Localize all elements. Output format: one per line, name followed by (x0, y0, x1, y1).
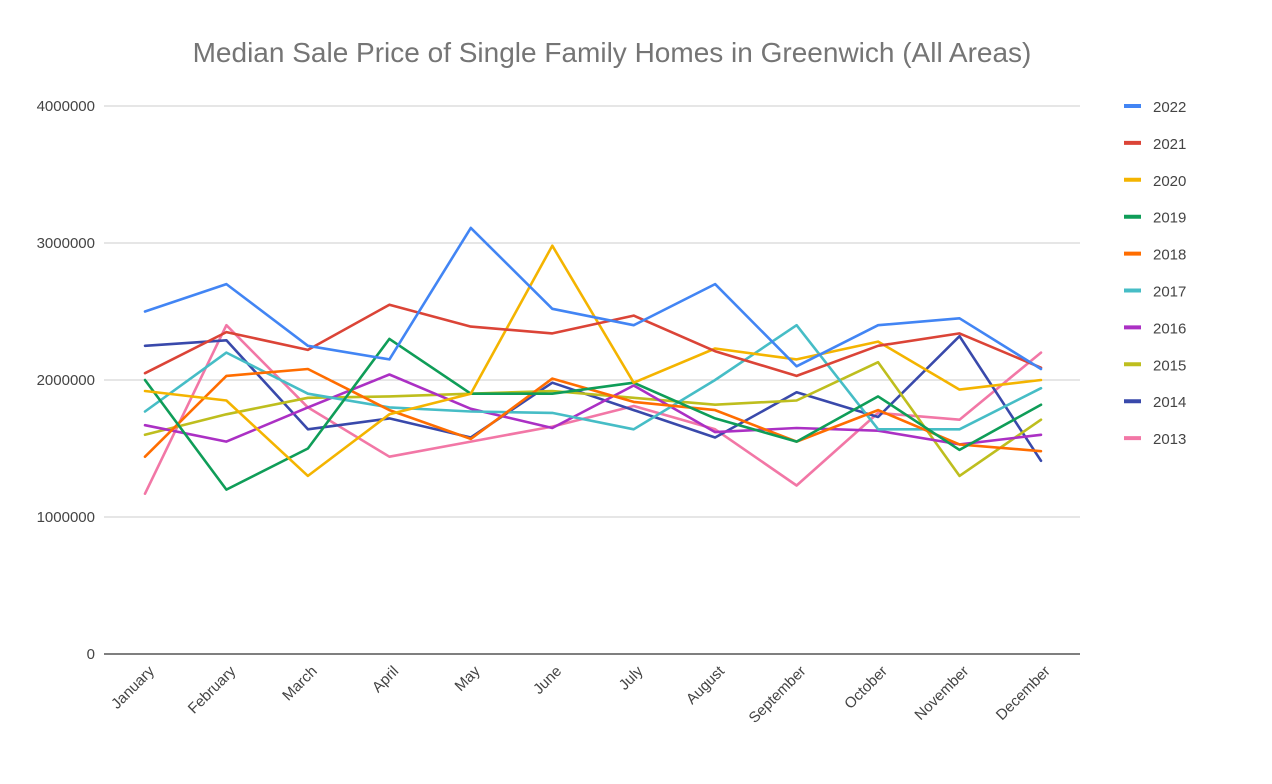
legend-item-2016: 2016 (1124, 320, 1186, 337)
legend-item-2017: 2017 (1124, 284, 1186, 301)
legend-item-2018: 2018 (1124, 247, 1186, 264)
series-line-2022 (143, 226, 1043, 371)
legend-item-2015: 2015 (1124, 357, 1186, 374)
x-tick-label: December (993, 663, 1054, 724)
legend-item-2013: 2013 (1124, 431, 1186, 448)
legend-label: 2020 (1153, 173, 1186, 190)
series-line-2013 (143, 323, 1043, 496)
y-tick-label: 4000000 (37, 98, 95, 115)
x-tick-label: April (369, 663, 402, 696)
x-tick-label: July (616, 662, 647, 693)
series-line-2019 (143, 337, 1043, 491)
series-line-2020 (143, 244, 1043, 478)
series-line-2017 (143, 323, 1043, 431)
legend-label: 2018 (1153, 247, 1186, 264)
legend: 2022 2021 2020 2019 2018 2017 2016 2015 2014 2013 (1124, 99, 1186, 448)
x-tick-label: January (108, 662, 158, 712)
y-axis: 0 1000000 2000000 3000000 4000000 (37, 98, 95, 663)
legend-label: 2019 (1153, 210, 1186, 227)
legend-label: 2014 (1153, 394, 1186, 411)
legend-label: 2017 (1153, 284, 1186, 301)
legend-item-2014: 2014 (1124, 394, 1186, 411)
x-tick-label: November (911, 663, 972, 724)
series-line-2021 (143, 303, 1043, 378)
legend-item-2022: 2022 (1124, 99, 1186, 116)
legend-item-2020: 2020 (1124, 173, 1186, 190)
legend-label: 2022 (1153, 99, 1186, 116)
x-tick-label: February (185, 662, 240, 717)
series-line-2018 (143, 367, 1043, 459)
x-tick-label: August (683, 662, 729, 708)
y-tick-label: 2000000 (37, 372, 95, 389)
gridlines (104, 105, 1080, 518)
series-line-2015 (143, 360, 1043, 478)
legend-label: 2016 (1153, 320, 1186, 337)
series-line-2016 (143, 373, 1043, 446)
x-tick-label: June (530, 663, 565, 698)
x-axis: January February March April May June July Augu… (104, 653, 1080, 727)
y-tick-label: 0 (87, 646, 95, 663)
legend-label: 2021 (1153, 136, 1186, 153)
x-tick-label: May (452, 662, 484, 694)
series-lines (143, 226, 1043, 496)
chart-title: Median Sale Price of Single Family Homes… (193, 37, 1032, 68)
series-line-2014 (143, 334, 1043, 463)
y-tick-label: 1000000 (37, 509, 95, 526)
x-tick-label: March (279, 663, 320, 704)
legend-item-2021: 2021 (1124, 136, 1186, 153)
legend-label: 2015 (1153, 357, 1186, 374)
x-tick-label: October (841, 663, 891, 713)
x-tick-label: September (746, 663, 810, 727)
legend-label: 2013 (1153, 431, 1186, 448)
legend-item-2019: 2019 (1124, 210, 1186, 227)
y-tick-label: 3000000 (37, 235, 95, 252)
